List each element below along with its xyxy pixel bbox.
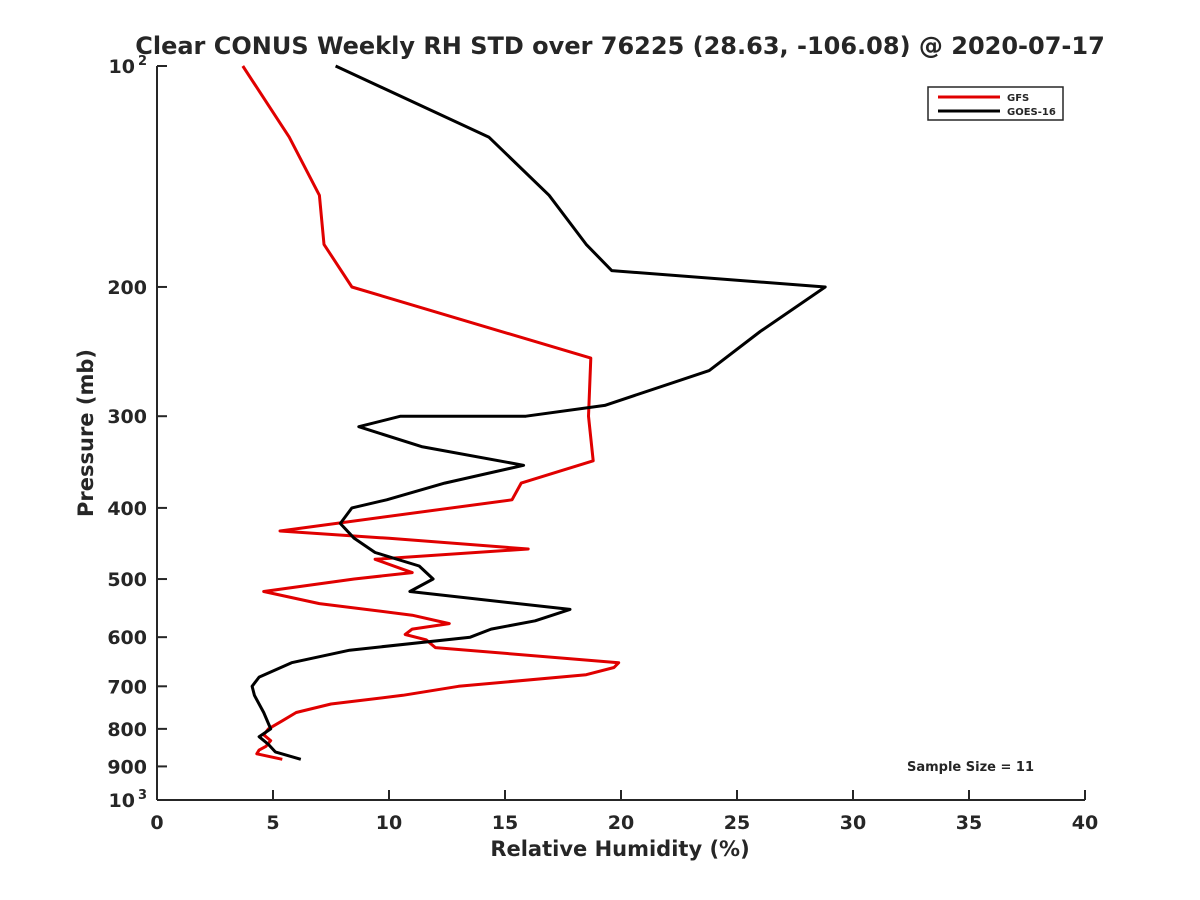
y-axis-label: Pressure (mb) [74, 349, 98, 517]
y-tick-label: 400 [107, 498, 147, 520]
axes-layer [156, 66, 1085, 801]
series-layer [241, 64, 827, 761]
y-tick-label: 200 [107, 277, 147, 299]
legend-box [927, 86, 1064, 121]
series-line-gfs [241, 65, 621, 761]
x-tick-label: 10 [376, 812, 402, 834]
y-tick-label: 10 [109, 790, 135, 812]
x-tick-label: 0 [150, 812, 163, 834]
x-tick-label: 40 [1072, 812, 1098, 834]
y-tick-label: 500 [107, 569, 147, 591]
legend-label: GFS [1007, 93, 1029, 104]
y-tick-label: 800 [107, 719, 147, 741]
y-tick-label: 900 [107, 756, 147, 778]
x-tick-label: 15 [492, 812, 518, 834]
legend-label: GOES-16 [1007, 107, 1056, 118]
x-tick-label: 35 [956, 812, 982, 834]
sample-size-note: Sample Size = 11 [907, 760, 1034, 775]
y-tick-label: 700 [107, 676, 147, 698]
series-line-goes16 [250, 64, 827, 761]
x-tick-label: 20 [608, 812, 634, 834]
y-tick-label: 10 [109, 56, 135, 78]
y-tick-exponent: 2 [138, 54, 147, 69]
x-tick-label: 25 [724, 812, 750, 834]
legend: GFS GOES-16 [927, 86, 1064, 121]
y-tick-exponent: 3 [138, 788, 147, 803]
chart-title: Clear CONUS Weekly RH STD over 76225 (28… [135, 32, 1105, 60]
x-axis-label: Relative Humidity (%) [490, 837, 749, 861]
y-tick-label: 300 [107, 406, 147, 428]
x-tick-label: 30 [840, 812, 866, 834]
x-tick-label: 5 [266, 812, 279, 834]
y-tick-label: 600 [107, 627, 147, 649]
